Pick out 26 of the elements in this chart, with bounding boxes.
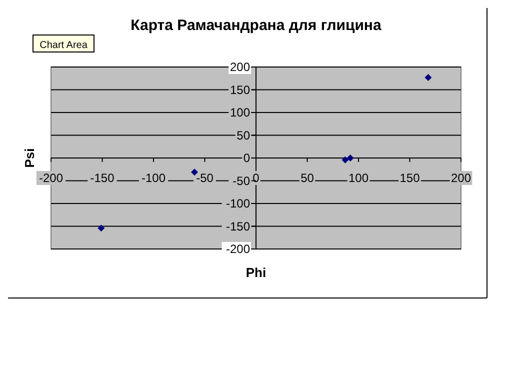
point: [191, 168, 198, 176]
x-tick-label: 150: [400, 171, 420, 185]
text: Chart Area: [40, 40, 88, 51]
point: [342, 156, 349, 164]
x-tick-label: -50: [196, 171, 214, 185]
y-axis-title: Psi: [22, 148, 37, 168]
chart-title: Карта Рамачандрана для глицина: [130, 17, 382, 34]
x-tick-label: -150: [90, 171, 115, 185]
x-tick-label: -200: [38, 171, 64, 185]
x-tick-label: 100: [348, 171, 369, 185]
point: [424, 74, 432, 81]
x-tick-label: 0: [252, 171, 260, 185]
x-axis-title: Phi: [246, 265, 266, 280]
y-tick-label: 50: [236, 128, 250, 142]
point: [98, 224, 105, 232]
y-tick-label: -100: [226, 196, 250, 210]
y-tick-label: 200: [230, 60, 250, 74]
x-tick-label: -100: [141, 171, 166, 185]
point: [346, 154, 354, 162]
y-tick-label: 0: [243, 151, 250, 165]
y-tick-label: -200: [226, 242, 250, 256]
y-tick-label: 150: [230, 82, 250, 97]
x-tick-label: 50: [300, 171, 314, 185]
y-tick-label: 100: [230, 106, 250, 120]
x-tick-label: 200: [450, 171, 472, 185]
y-tick-label: -150: [226, 219, 250, 234]
